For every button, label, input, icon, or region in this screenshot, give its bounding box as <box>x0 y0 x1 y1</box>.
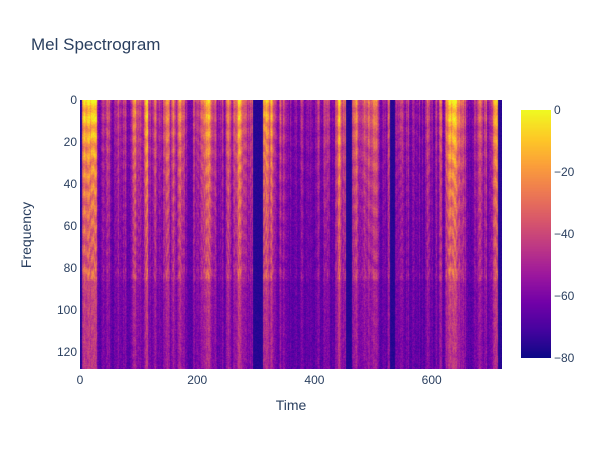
colorbar-tick-label: −40 <box>554 227 575 241</box>
x-axis-title: Time <box>276 397 307 413</box>
y-axis-title: Frequency <box>18 202 34 268</box>
colorbar-tick-label: −60 <box>554 289 575 303</box>
colorbar-tick-label: −20 <box>554 165 575 179</box>
colorbar: 0 −20 −40 −60 −80 <box>521 103 575 365</box>
colorbar-gradient <box>521 110 551 358</box>
heatmap-plot-area[interactable] <box>80 100 502 369</box>
y-tick-label: 80 <box>64 261 78 275</box>
x-tick-label: 200 <box>187 373 207 387</box>
y-tick-label: 60 <box>64 219 78 233</box>
x-tick-label: 0 <box>77 373 84 387</box>
heatmap-canvas <box>80 100 502 369</box>
y-tick-label: 100 <box>57 303 77 317</box>
y-tick-label: 120 <box>57 345 77 359</box>
colorbar-tick-label: 0 <box>554 103 561 117</box>
y-tick-label: 40 <box>64 177 78 191</box>
x-tick-label: 400 <box>304 373 324 387</box>
x-axis-ticks: 0 200 400 600 <box>77 373 442 387</box>
y-tick-label: 0 <box>70 93 77 107</box>
colorbar-ticks: 0 −20 −40 −60 −80 <box>554 103 575 365</box>
y-tick-label: 20 <box>64 135 78 149</box>
colorbar-tick-label: −80 <box>554 351 575 365</box>
x-tick-label: 600 <box>422 373 442 387</box>
chart-title: Mel Spectrogram <box>31 35 160 54</box>
y-axis-ticks: 0 20 40 60 80 100 120 <box>57 93 77 359</box>
